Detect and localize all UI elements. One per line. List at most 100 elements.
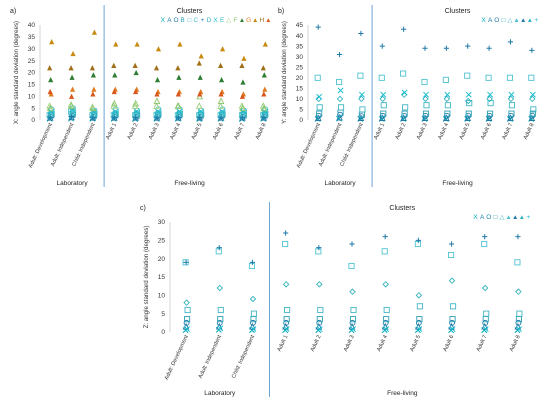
- series: [183, 277, 522, 306]
- data-point: [415, 292, 423, 299]
- data-point: [401, 26, 407, 32]
- data-point: [529, 47, 535, 53]
- data-point: [283, 230, 289, 236]
- y-tick-label: 40: [28, 22, 36, 29]
- data-point: [483, 310, 490, 317]
- data-point: [69, 111, 76, 118]
- legend-entry: ▲: [239, 17, 245, 24]
- data-point: [486, 45, 492, 51]
- data-point: [132, 62, 138, 68]
- data-point: [508, 91, 515, 98]
- x-tick-label: Adult: Development: [296, 122, 322, 169]
- x-tick-label: Adult: Development: [28, 122, 54, 169]
- data-point: [422, 45, 428, 51]
- data-point: [507, 95, 515, 103]
- legend-entry: +: [535, 17, 539, 24]
- data-point: [317, 306, 324, 314]
- data-point: [241, 55, 247, 61]
- data-point: [132, 99, 139, 107]
- data-point: [336, 51, 343, 58]
- data-point: [133, 115, 139, 121]
- y-tick-label: 0: [161, 329, 165, 336]
- data-point: [508, 102, 516, 109]
- series: [47, 88, 267, 99]
- x-tick-label: Adult 5: [409, 334, 422, 352]
- data-point: [383, 306, 390, 314]
- data-point: [316, 316, 323, 323]
- data-point: [379, 95, 387, 103]
- legend-entry: H: [259, 17, 264, 24]
- y-tick-label: 5: [299, 107, 303, 114]
- x-tick-label: Adult: Independent: [318, 122, 343, 168]
- y-tick-label: 10: [296, 96, 304, 103]
- data-point: [111, 115, 117, 121]
- data-point: [359, 106, 366, 113]
- data-point: [449, 316, 456, 323]
- group-label: Laboratory: [57, 180, 89, 187]
- data-point: [68, 93, 75, 99]
- data-point: [444, 102, 451, 109]
- data-point: [239, 93, 246, 99]
- data-point: [91, 86, 97, 92]
- series: [49, 29, 268, 61]
- data-point: [465, 43, 471, 49]
- x-tick-label: Adult 7: [476, 334, 489, 352]
- data-point: [316, 104, 323, 111]
- data-point: [90, 72, 97, 78]
- data-point: [260, 104, 268, 112]
- data-point: [529, 95, 536, 103]
- y-tick-label: 20: [296, 75, 304, 82]
- data-point: [316, 93, 323, 100]
- data-point: [249, 295, 257, 303]
- data-point: [282, 281, 290, 288]
- data-point: [216, 284, 224, 292]
- data-point: [383, 316, 390, 323]
- data-point: [197, 74, 203, 80]
- data-point: [217, 306, 224, 314]
- data-point: [358, 30, 364, 37]
- data-point: [47, 65, 53, 71]
- data-point: [482, 326, 489, 333]
- legend-title: Clusters: [445, 8, 471, 15]
- legend: X A O □ △ ▲ ▲ ▲ +: [473, 214, 530, 221]
- data-point: [380, 110, 387, 117]
- data-point: [216, 319, 223, 326]
- legend-entry: X: [213, 17, 218, 24]
- data-point: [465, 91, 472, 98]
- legend-entry: ▲: [519, 214, 525, 221]
- legend-entry: □: [493, 214, 497, 221]
- data-point: [379, 43, 385, 49]
- data-point: [195, 102, 203, 109]
- y-tick-label: 40: [296, 33, 304, 40]
- data-point: [416, 316, 423, 323]
- data-point: [416, 326, 423, 333]
- legend-entry: ▲: [512, 214, 518, 221]
- data-point: [153, 102, 160, 109]
- data-point: [184, 316, 191, 323]
- data-point: [239, 109, 247, 117]
- data-point: [133, 69, 139, 76]
- legend-entry: ▲: [527, 17, 533, 24]
- x-tick-label: Adult 5: [459, 122, 472, 140]
- data-point: [111, 62, 117, 68]
- legend-entry: G: [246, 17, 251, 24]
- y-tick-label: 15: [28, 82, 36, 89]
- data-point: [481, 240, 488, 248]
- data-point: [47, 115, 53, 121]
- data-point: [91, 29, 98, 35]
- series: [47, 60, 266, 71]
- data-point: [259, 102, 267, 109]
- data-point: [444, 110, 451, 117]
- chart-panel-2: b) Y: angle standard deviation (degrees) 0…: [278, 5, 539, 187]
- data-point: [529, 110, 536, 117]
- data-point: [316, 326, 323, 333]
- data-point: [218, 91, 224, 97]
- data-point: [154, 77, 161, 83]
- series: [316, 100, 537, 113]
- series: [184, 325, 522, 333]
- legend-entry: O: [486, 214, 491, 221]
- x-tick-label: Adult 7: [501, 122, 514, 140]
- x-tick-label: Adult: Independent: [198, 334, 223, 380]
- data-point: [217, 325, 224, 332]
- legend-entry: X: [481, 17, 486, 24]
